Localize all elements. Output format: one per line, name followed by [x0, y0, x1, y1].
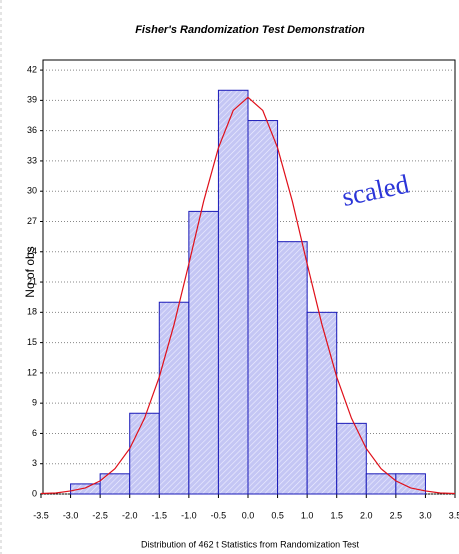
y-tick-label: 3 [32, 458, 37, 468]
x-tick-label: -1.5 [152, 510, 168, 520]
y-tick-label: 18 [27, 307, 37, 317]
y-tick-label: 9 [32, 398, 37, 408]
x-tick-label: -1.0 [181, 510, 197, 520]
y-tick-label: 30 [27, 186, 37, 196]
bar [336, 422, 367, 495]
bar [158, 301, 190, 495]
bar [306, 311, 338, 495]
x-tick-label: -3.0 [63, 510, 79, 520]
x-tick-label: 3.0 [419, 510, 432, 520]
y-tick-label: 39 [27, 95, 37, 105]
y-tick-label: 6 [32, 428, 37, 438]
y-tick-label: 12 [27, 367, 37, 377]
y-tick-label: 21 [27, 276, 37, 286]
chart-title: Fisher's Randomization Test Demonstratio… [135, 24, 365, 36]
x-tick-label: 2.0 [360, 510, 373, 520]
x-tick-label: 1.5 [330, 510, 343, 520]
y-tick-label: 33 [27, 155, 37, 165]
y-tick-label: 27 [27, 216, 37, 226]
x-tick-label: -0.5 [211, 510, 227, 520]
x-tick-label: 2.5 [390, 510, 403, 520]
x-tick-label: -3.5 [33, 510, 49, 520]
x-tick-label: 3.5 [449, 510, 459, 520]
x-axis-label: Distribution of 462 t Statistics from Ra… [141, 539, 359, 549]
y-tick-label: 0 [32, 488, 37, 498]
y-axis-label: No of obs [23, 246, 37, 297]
bar [395, 473, 426, 495]
bar [277, 241, 308, 495]
y-tick-label: 15 [27, 337, 37, 347]
x-tick-label: -2.0 [122, 510, 138, 520]
bar [70, 483, 101, 495]
fit-curve [40, 96, 456, 495]
bar [129, 412, 160, 495]
y-tick-label: 36 [27, 125, 37, 135]
bar [188, 210, 219, 495]
x-tick-label: 0.5 [271, 510, 284, 520]
x-tick-label: 0.0 [242, 510, 255, 520]
x-tick-label: -2.5 [92, 510, 108, 520]
y-tick-label: 24 [27, 246, 37, 256]
bar [217, 89, 249, 495]
bar [247, 120, 279, 495]
x-tick-label: 1.0 [301, 510, 314, 520]
y-tick-label: 42 [27, 64, 37, 74]
